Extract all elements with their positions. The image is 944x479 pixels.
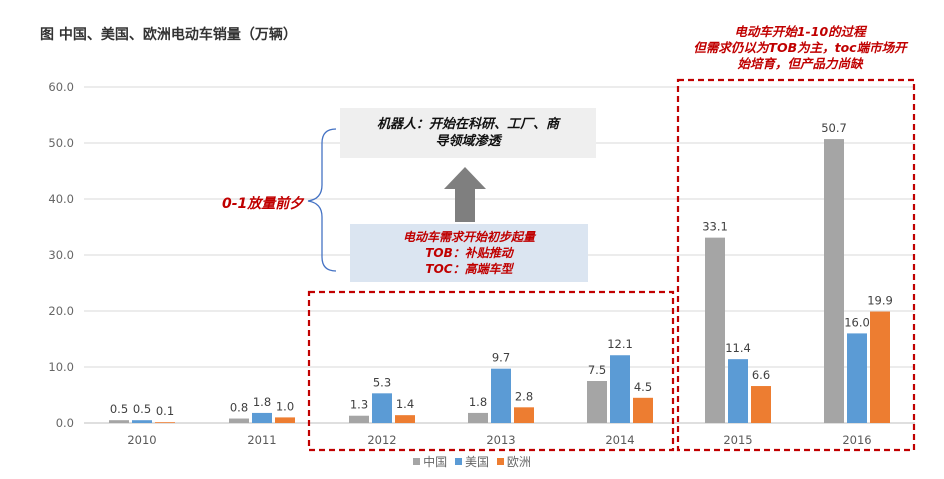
- bar-中国-2013: [468, 412, 488, 423]
- x-tick-label: 2014: [605, 433, 634, 447]
- data-label: 4.5: [634, 380, 652, 394]
- chart-legend: 中国 美国 欧洲: [0, 453, 944, 470]
- bar-美国-2013: [491, 368, 511, 423]
- chart-title: 图 中国、美国、欧洲电动车销量（万辆）: [40, 27, 297, 43]
- bar-中国-2015: [705, 237, 725, 423]
- bar-美国-2010: [132, 420, 152, 423]
- bar-欧洲-2014: [633, 397, 653, 423]
- data-label: 1.8: [253, 395, 271, 409]
- bar-欧洲-2016: [870, 311, 890, 423]
- x-tick-label: 2015: [723, 433, 752, 447]
- legend-swatch-usa: [454, 458, 462, 465]
- bar-中国-2010: [109, 420, 129, 423]
- data-label: 0.8: [230, 401, 248, 415]
- bar-美国-2014: [610, 355, 630, 423]
- legend-item-china: 中国: [413, 453, 447, 470]
- y-tick-label: 40.0: [48, 192, 74, 206]
- robot-annotation-line: 导领域渗透: [435, 134, 501, 149]
- legend-swatch-china: [413, 458, 421, 465]
- bar-欧洲-2010: [155, 422, 175, 423]
- y-tick-label: 30.0: [48, 248, 74, 262]
- legend-label-usa: 美国: [464, 455, 489, 469]
- y-tick-label: 50.0: [48, 136, 74, 150]
- bar-美国-2011: [252, 412, 272, 423]
- data-label: 5.3: [373, 375, 391, 389]
- data-label: 7.5: [588, 363, 606, 377]
- annotation-top-note-line: 电动车开始1-10的过程: [734, 24, 866, 39]
- bar-美国-2016: [847, 333, 867, 423]
- bar-中国-2012: [349, 415, 369, 423]
- legend-swatch-europe: [496, 458, 504, 465]
- y-tick-label: 60.0: [48, 80, 74, 94]
- legend-label-europe: 欧洲: [506, 455, 531, 469]
- annotation-top-note: 电动车开始1-10的过程 但需求仍以为TOB为主，toc端市场开 始培育，但产品…: [680, 24, 920, 72]
- robot-annotation-box: 机器人：开始在科研、工厂、商 导领域渗透: [340, 108, 596, 158]
- bar-中国-2016: [824, 139, 844, 423]
- y-tick-label: 20.0: [48, 304, 74, 318]
- x-tick-label: 2016: [842, 433, 871, 447]
- demand-annotation-line: TOC：高端车型: [425, 262, 513, 276]
- demand-annotation-box: 电动车需求开始初步起量 TOB：补贴推动 TOC：高端车型: [350, 224, 588, 282]
- legend-item-usa: 美国: [454, 453, 489, 470]
- bar-欧洲-2011: [275, 417, 295, 423]
- annotation-top-note-line: 但需求仍以为TOB为主，toc端市场开: [693, 40, 907, 55]
- bar-欧洲-2012: [395, 415, 415, 423]
- bar-中国-2011: [229, 418, 249, 423]
- bar-欧洲-2013: [514, 407, 534, 423]
- bar-中国-2014: [587, 381, 607, 423]
- x-tick-label: 2013: [486, 433, 515, 447]
- legend-item-europe: 欧洲: [496, 453, 531, 470]
- data-label: 1.0: [276, 399, 294, 413]
- data-label: 9.7: [492, 351, 510, 365]
- robot-annotation-line: 机器人：开始在科研、工厂、商: [376, 117, 559, 132]
- highlight-box-2015-2016: [676, 78, 916, 452]
- highlight-box-2012-2014: [307, 290, 675, 452]
- x-tick-label: 2010: [127, 433, 156, 447]
- eve-label: 0-1放量前夕: [222, 196, 304, 212]
- y-tick-label: 0.0: [56, 416, 74, 430]
- y-tick-label: 10.0: [48, 360, 74, 374]
- data-label: 12.1: [607, 337, 633, 351]
- data-label: 0.1: [156, 404, 174, 418]
- demand-annotation-line: TOB：补贴推动: [425, 246, 513, 260]
- x-tick-label: 2011: [247, 433, 276, 447]
- data-label: 1.3: [350, 398, 368, 412]
- data-label: 16.0: [844, 315, 870, 329]
- legend-label-china: 中国: [423, 455, 448, 469]
- bar-美国-2015: [728, 359, 748, 423]
- data-label: 19.9: [867, 294, 893, 308]
- demand-annotation-line: 电动车需求开始初步起量: [402, 230, 535, 244]
- data-label: 1.8: [469, 395, 487, 409]
- data-label: 6.6: [752, 368, 770, 382]
- curly-brace: [307, 128, 337, 272]
- bar-美国-2012: [372, 393, 392, 423]
- up-arrow-icon: [444, 167, 486, 222]
- annotation-top-note-line: 始培育，但产品力尚缺: [737, 56, 863, 71]
- data-label: 1.4: [396, 397, 414, 411]
- data-label: 50.7: [821, 121, 847, 135]
- bar-欧洲-2015: [751, 386, 771, 423]
- data-label: 11.4: [725, 341, 751, 355]
- data-label: 0.5: [133, 402, 151, 416]
- x-tick-label: 2012: [367, 433, 396, 447]
- data-label: 2.8: [515, 389, 533, 403]
- data-label: 0.5: [110, 402, 128, 416]
- data-label: 33.1: [702, 220, 728, 234]
